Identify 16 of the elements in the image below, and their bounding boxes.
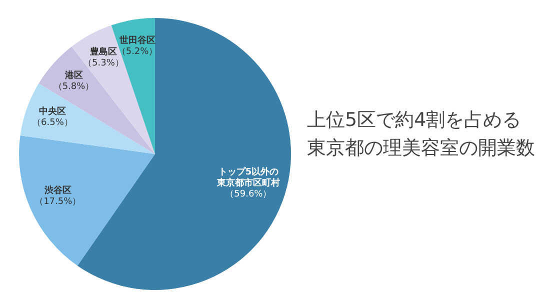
slice-label: 港区 — [64, 70, 83, 82]
data-label: （5.8%） — [53, 82, 94, 93]
slice-label: 世田谷区 — [118, 36, 156, 47]
data-label: （6.5%） — [32, 118, 73, 129]
data-label: （5.2%） — [116, 48, 158, 58]
data-label: （17.5%） — [34, 198, 82, 208]
data-label: （59.6%） — [225, 190, 272, 200]
text: 上位5区で約4割を占める東京都の理美容室の開業数 — [307, 109, 535, 159]
pie-slice — [38, 46, 155, 154]
pie-slice — [19, 135, 155, 266]
slice-label: トップ5以外の東京都市区町村 — [216, 166, 280, 189]
slice-label: 渋谷区 — [43, 186, 72, 197]
slice-label: 豊島区 — [88, 47, 117, 58]
pie-slice — [20, 83, 155, 154]
data-label: （5.3%） — [83, 59, 124, 70]
slice-label: 中央区 — [38, 106, 66, 118]
